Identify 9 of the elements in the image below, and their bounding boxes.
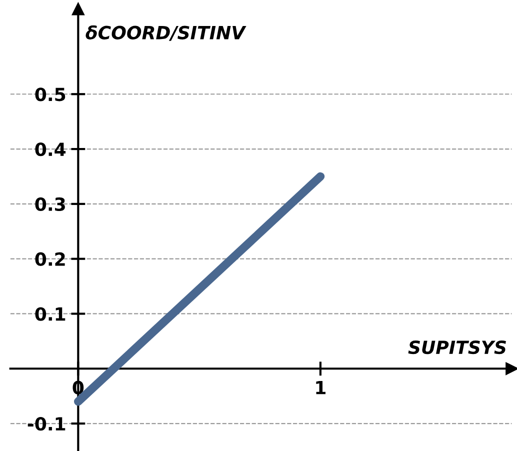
y-tick-label: -0.1	[28, 417, 66, 431]
x-tick-label: 1	[316, 381, 326, 394]
y-tick-label: 0.3	[35, 197, 65, 212]
x-axis-title: SUPITSYS	[408, 340, 506, 354]
y-tick-label: 0.4	[35, 142, 66, 156]
y-tick-label: 0.1	[35, 307, 66, 321]
y-tick-label: 0.2	[35, 252, 65, 266]
y-tick-label: 0.5	[35, 88, 66, 102]
y-axis-title: δCOORD/SITINV	[86, 25, 246, 41]
